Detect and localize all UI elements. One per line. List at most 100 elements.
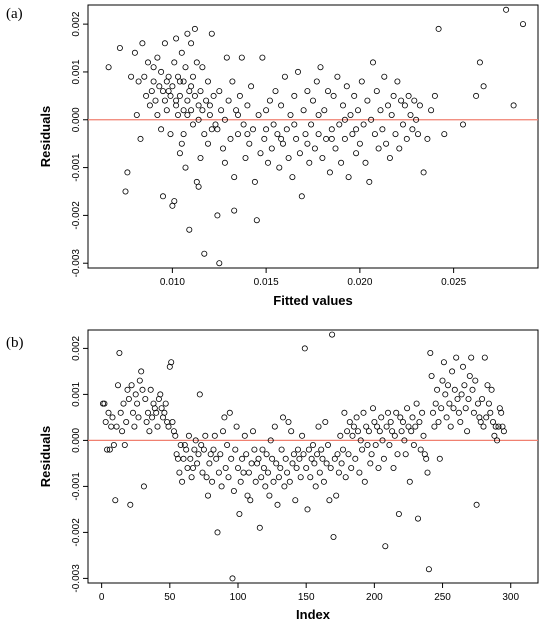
data-point [357, 437, 364, 444]
data-point [334, 451, 341, 458]
data-point [384, 102, 391, 109]
data-point [253, 217, 260, 224]
data-point [462, 405, 469, 412]
data-point [386, 154, 393, 161]
data-point [359, 446, 366, 453]
data-point [394, 78, 401, 85]
data-point [176, 469, 183, 476]
data-point [432, 400, 439, 407]
data-point [281, 483, 288, 490]
data-point [201, 131, 208, 138]
data-point [289, 174, 296, 181]
data-point [353, 150, 360, 157]
data-point [217, 451, 224, 458]
data-point [161, 409, 168, 416]
data-point [317, 64, 324, 71]
data-point [184, 97, 191, 104]
data-point [188, 474, 195, 481]
data-point [260, 464, 267, 471]
data-point [408, 428, 415, 435]
data-point [165, 73, 172, 80]
data-point [263, 451, 270, 458]
data-point [329, 331, 336, 338]
data-point [210, 446, 217, 453]
data-point [419, 409, 426, 416]
data-point [102, 418, 109, 425]
data-point [352, 455, 359, 462]
data-point [177, 441, 184, 448]
data-point [192, 437, 199, 444]
data-point [173, 97, 180, 104]
data-point [406, 478, 413, 485]
data-point [112, 497, 119, 504]
data-point [183, 446, 190, 453]
data-point [206, 112, 213, 119]
data-point [470, 409, 477, 416]
data-point [263, 107, 270, 114]
data-point [337, 432, 344, 439]
data-point [424, 135, 431, 142]
data-point [395, 510, 402, 517]
data-point [491, 432, 498, 439]
data-point [139, 386, 146, 393]
data-point [261, 135, 268, 142]
data-point [307, 474, 314, 481]
data-point [305, 446, 312, 453]
data-point [176, 92, 183, 99]
data-point [106, 446, 113, 453]
data-point [344, 428, 351, 435]
panel-b: 0 50 100 150 200 250 300 -0.003 -0.002 -0.001 0.00… [6, 329, 539, 622]
data-point [237, 478, 244, 485]
data-point [468, 354, 475, 361]
data-point [431, 92, 438, 99]
data-point [167, 131, 174, 138]
data-point [204, 140, 211, 147]
data-point [158, 126, 165, 133]
data-point [473, 501, 480, 508]
data-point [446, 400, 453, 407]
y-tick-label: -0.001 [71, 153, 82, 182]
data-point [474, 400, 481, 407]
data-point [396, 145, 403, 152]
data-point [116, 45, 123, 52]
data-point [451, 386, 458, 393]
data-point [350, 423, 357, 430]
data-point [386, 441, 393, 448]
data-point [301, 345, 308, 352]
data-point [300, 451, 307, 458]
data-point [234, 464, 241, 471]
data-point [178, 49, 185, 56]
data-point [413, 400, 420, 407]
data-point [206, 102, 213, 109]
data-point [127, 501, 134, 508]
data-point [296, 455, 303, 462]
data-point [459, 363, 466, 370]
data-point [413, 116, 420, 123]
data-point [180, 107, 187, 114]
data-point [346, 418, 353, 425]
data-point [201, 250, 208, 257]
data-point [137, 135, 144, 142]
data-point [341, 135, 348, 142]
data-point [368, 451, 375, 458]
data-point [353, 414, 360, 421]
data-point [311, 145, 318, 152]
data-point [259, 446, 266, 453]
data-point [139, 40, 146, 47]
data-point [226, 409, 233, 416]
data-point [383, 423, 390, 430]
data-point [191, 25, 198, 32]
data-point [360, 409, 367, 416]
data-point [345, 451, 352, 458]
data-point [324, 441, 331, 448]
data-point [249, 126, 256, 133]
data-point [487, 409, 494, 416]
y-axis-title: Residuals [38, 426, 53, 487]
data-point [199, 107, 206, 114]
data-point [323, 460, 330, 467]
data-point [354, 107, 361, 114]
data-point [152, 97, 159, 104]
data-point [227, 135, 234, 142]
data-point [142, 395, 149, 402]
data-point [267, 437, 274, 444]
